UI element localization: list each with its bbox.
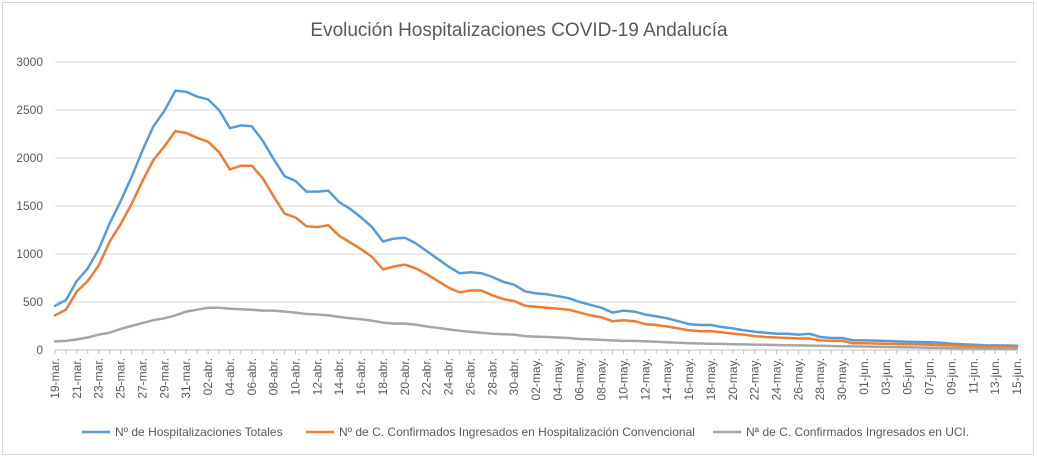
x-tick-label: 23-mar.: [92, 358, 106, 399]
series-lines: [53, 89, 1019, 350]
x-tick-label: 27-mar.: [135, 358, 149, 399]
x-tick-label: 07-jun.: [923, 358, 937, 395]
x-tick-label: 22-abr.: [420, 358, 434, 395]
x-tick-label: 08-abr.: [267, 358, 281, 395]
x-tick-label: 12-may.: [638, 358, 652, 400]
x-axis-ticks: 19-mar. 21-mar. 23-mar. 25-mar. 27-mar. 29-ma…: [48, 349, 1024, 400]
x-tick-label: 09-jun.: [944, 358, 958, 395]
x-tick-label: 06-abr.: [245, 358, 259, 395]
x-tick-label: 04-may.: [551, 358, 565, 400]
x-tick-label: 29-mar.: [157, 358, 171, 399]
x-tick-label: 13-jun.: [988, 358, 1002, 395]
x-tick-label: 26-abr.: [463, 358, 477, 395]
x-tick-label: 20-abr.: [398, 358, 412, 395]
y-tick-label: 2500: [16, 103, 43, 117]
y-tick-label: 2000: [16, 151, 43, 165]
x-tick-label: 21-mar.: [70, 358, 84, 399]
x-tick-label: 18-may.: [704, 358, 718, 400]
x-tick-label: 18-abr.: [376, 358, 390, 395]
x-tick-label: 04-abr.: [223, 358, 237, 395]
y-tick-label: 1500: [16, 199, 43, 213]
y-tick-label: 3000: [16, 55, 43, 69]
legend-label: Nª de C. Confirmados Ingresados en UCI.: [746, 425, 969, 439]
x-tick-label: 30-may.: [835, 358, 849, 400]
x-tick-label: 15-jun.: [1010, 358, 1024, 395]
x-tick-label: 12-abr.: [310, 358, 324, 395]
y-axis-ticks: 0 500 1000 1500 2000 2500 3000: [16, 55, 43, 357]
x-tick-label: 11-jun.: [966, 358, 980, 394]
x-tick-label: 28-may.: [813, 358, 827, 400]
x-tick-label: 05-jun.: [901, 358, 915, 395]
series-line-3: [53, 306, 1019, 350]
x-tick-label: 16-may.: [682, 358, 696, 400]
x-tick-label: 03-jun.: [879, 358, 893, 395]
x-tick-label: 14-may.: [660, 358, 674, 400]
x-tick-label: 10-may.: [616, 358, 630, 400]
x-tick-label: 31-mar.: [179, 358, 193, 399]
x-tick-label: 25-mar.: [114, 358, 128, 399]
legend-label: Nº de C. Confirmados Ingresados en Hospi…: [339, 425, 695, 439]
y-tick-label: 1000: [16, 247, 43, 261]
x-tick-label: 10-abr.: [289, 358, 303, 395]
series-line-1: [53, 89, 1019, 347]
x-tick-label: 08-may.: [595, 358, 609, 400]
x-tick-label: 02-may.: [529, 358, 543, 400]
x-tick-label: 19-mar.: [48, 358, 62, 399]
x-tick-label: 02-abr.: [201, 358, 215, 395]
x-tick-label: 24-may.: [770, 358, 784, 400]
x-tick-label: 20-may.: [726, 358, 740, 400]
x-tick-label: 30-abr.: [507, 358, 521, 395]
x-tick-label: 26-may.: [791, 358, 805, 400]
x-tick-label: 16-abr.: [354, 358, 368, 395]
x-tick-label: 24-abr.: [442, 358, 456, 395]
x-tick-label: 22-may.: [748, 358, 762, 400]
y-tick-label: 500: [23, 295, 43, 309]
x-tick-label: 06-may.: [573, 358, 587, 400]
y-tick-label: 0: [36, 343, 43, 357]
x-tick-label: 28-abr.: [485, 358, 499, 395]
chart-title: Evolución Hospitalizaciones COVID-19 And…: [310, 20, 728, 41]
legend-label: Nº de Hospitalizaciones Totales: [115, 425, 283, 439]
series-line-2: [53, 129, 1019, 348]
legend: Nº de Hospitalizaciones Totales Nº de C. …: [82, 425, 969, 439]
x-tick-label: 14-abr.: [332, 358, 346, 395]
x-tick-label: 01-jun.: [857, 358, 871, 395]
